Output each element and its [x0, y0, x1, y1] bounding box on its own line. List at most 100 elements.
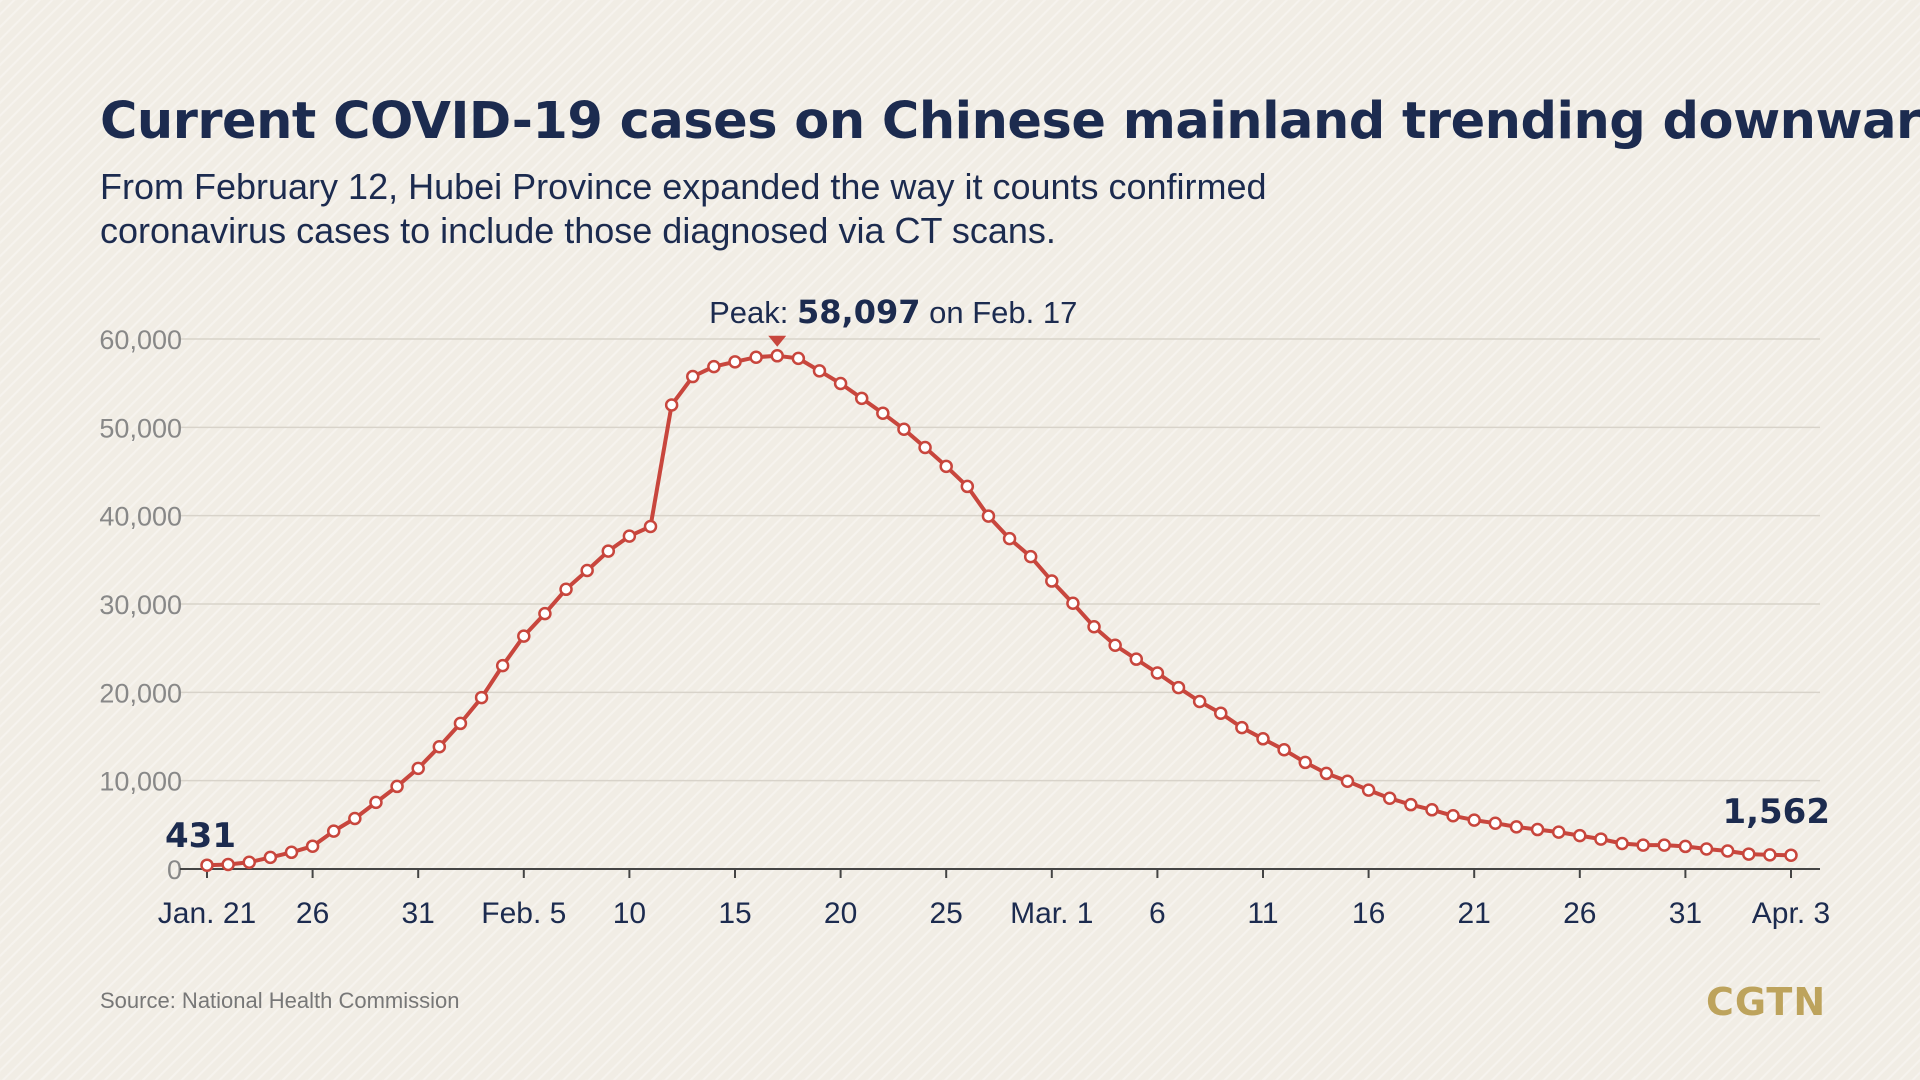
data-point — [1636, 838, 1650, 852]
gridlines — [180, 338, 1820, 782]
data-point — [221, 857, 235, 872]
chart-title: Current COVID-19 cases on Chinese mainla… — [100, 92, 1920, 151]
peak-marker-icon — [768, 335, 787, 347]
data-point — [1340, 774, 1355, 788]
peak-suffix: on Feb. 17 — [921, 295, 1078, 330]
data-point — [1699, 842, 1714, 856]
data-point — [1425, 803, 1439, 817]
data-point — [854, 391, 869, 406]
data-point — [1002, 531, 1017, 546]
data-point — [1361, 783, 1376, 797]
x-tick-label: 16 — [1352, 897, 1385, 930]
data-point — [432, 739, 447, 754]
data-point — [1192, 694, 1207, 709]
data-point — [1742, 847, 1756, 861]
subtitle-line-2: coronavirus cases to include those diagn… — [100, 210, 1056, 251]
x-tick-label: Mar. 1 — [1010, 897, 1093, 930]
data-point — [1488, 816, 1503, 830]
y-tick-label: 10,000 — [99, 767, 182, 797]
end-value-label: 1,562 — [1722, 792, 1830, 832]
start-value-label: 431 — [165, 816, 236, 856]
y-tick-label: 50,000 — [99, 413, 182, 443]
data-point — [1066, 596, 1080, 611]
data-point — [812, 364, 827, 378]
data-point — [1784, 848, 1798, 862]
data-point — [1171, 680, 1186, 695]
x-tick-label: 20 — [824, 897, 857, 930]
data-point — [1446, 809, 1460, 823]
data-point — [284, 845, 299, 860]
data-point — [897, 422, 911, 436]
data-point — [538, 606, 552, 621]
data-point — [326, 824, 341, 838]
data-point — [1214, 706, 1228, 720]
data-point — [1404, 797, 1418, 812]
x-tick-label: 26 — [1563, 897, 1596, 930]
data-point — [833, 376, 848, 391]
data-point — [1256, 732, 1270, 746]
peak-prefix: Peak: — [709, 295, 797, 330]
data-point — [664, 398, 679, 412]
x-tick-label: 25 — [930, 897, 963, 930]
data-point — [580, 563, 594, 578]
data-point — [918, 440, 932, 455]
data-point — [1573, 828, 1587, 843]
data-point — [242, 855, 256, 869]
data-point — [876, 406, 890, 420]
x-tick-label: Feb. 5 — [481, 897, 566, 930]
peak-annotation: Peak: 58,097 on Feb. 17 — [709, 293, 1077, 331]
data-point — [1678, 839, 1693, 854]
data-point — [559, 582, 573, 597]
chart-subtitle: From February 12, Hubei Province expande… — [100, 165, 1400, 253]
subtitle-line-1: From February 12, Hubei Province expande… — [100, 166, 1267, 207]
data-point — [1023, 549, 1038, 564]
data-point — [390, 779, 404, 794]
data-point — [1277, 743, 1291, 757]
x-tick-label: Jan. 21 — [158, 897, 256, 930]
data-point — [411, 761, 425, 776]
data-point — [960, 479, 975, 494]
data-point — [348, 811, 362, 826]
data-point — [1763, 848, 1777, 862]
data-point — [1108, 638, 1122, 653]
x-tick-label: 31 — [402, 897, 435, 930]
series-line — [206, 353, 1792, 868]
data-point — [369, 795, 383, 810]
x-tick-label: 26 — [296, 897, 329, 930]
data-point — [770, 349, 784, 363]
data-point — [1551, 825, 1566, 839]
data-point — [728, 355, 742, 369]
y-tick-label: 40,000 — [99, 502, 182, 532]
x-tick-label: 21 — [1458, 897, 1491, 930]
x-tick-label: Apr. 3 — [1752, 897, 1830, 930]
x-tick-label: 10 — [613, 897, 646, 930]
data-point — [1530, 822, 1545, 837]
y-axis-tick-labels: 0 10,000 20,000 30,000 40,000 50,000 60,000 — [99, 325, 182, 885]
data-point — [601, 544, 616, 558]
data-point — [749, 350, 763, 364]
data-point — [263, 850, 278, 865]
data-point — [1150, 666, 1165, 680]
data-point — [1087, 619, 1101, 634]
peak-value: 58,097 — [797, 293, 920, 331]
data-points — [200, 349, 1798, 872]
data-point — [643, 519, 658, 534]
x-tick-label: 6 — [1149, 897, 1166, 930]
data-point — [939, 459, 953, 474]
data-point — [1509, 820, 1524, 834]
data-point — [1720, 844, 1735, 858]
data-point — [1129, 652, 1144, 666]
data-point — [517, 629, 531, 643]
annotations: Peak: 58,097 on Feb. 17 431 1,562 — [165, 293, 1830, 856]
data-point — [1045, 574, 1059, 588]
data-point — [791, 351, 806, 366]
data-point — [1319, 766, 1334, 781]
data-point — [1235, 720, 1249, 735]
y-tick-label: 30,000 — [99, 590, 182, 620]
data-point — [305, 839, 320, 853]
source-note: Source: National Health Commission — [100, 988, 460, 1013]
y-tick-label: 20,000 — [99, 678, 182, 708]
y-tick-label: 0 — [167, 855, 182, 885]
data-point — [1594, 832, 1608, 846]
